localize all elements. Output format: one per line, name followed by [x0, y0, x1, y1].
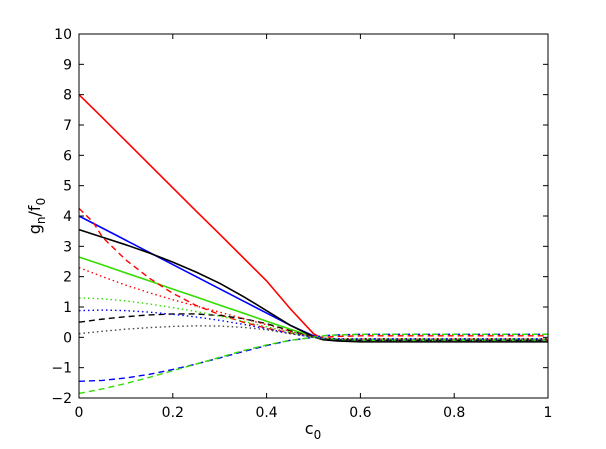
y-tick-label: 4 — [63, 209, 72, 225]
y-tick-label: 7 — [63, 118, 72, 134]
y-tick-label: 5 — [63, 179, 72, 195]
y-axis-label-g-subscript: n — [34, 216, 48, 224]
y-tick-label: 9 — [63, 57, 72, 73]
x-tick-label: 0.2 — [162, 405, 184, 421]
series-line-3-solid — [78, 256, 548, 342]
x-axis-label: c0 — [305, 419, 321, 442]
y-tick-label: 0 — [63, 330, 72, 346]
y-tick-label: 3 — [63, 239, 72, 255]
y-axis-label-slash-f: /f — [25, 205, 44, 216]
y-tick-label: 10 — [54, 27, 72, 43]
plot-area-background — [79, 34, 548, 398]
y-axis-label: gn/f0 — [25, 198, 48, 234]
y-tick-label: 2 — [63, 270, 72, 286]
x-tick-label: 0.4 — [255, 405, 277, 421]
series-line-4-solid — [78, 228, 548, 343]
x-tick-label: 1 — [544, 405, 553, 421]
y-axis-label-f-subscript: 0 — [34, 198, 48, 206]
y-tick-label: 6 — [63, 148, 72, 164]
series-line-7-dashed — [78, 333, 548, 395]
y-tick-label: 8 — [63, 88, 72, 104]
series-line-8-dashed — [78, 313, 548, 342]
axes-box — [78, 33, 549, 399]
x-tick-label: 0.6 — [349, 405, 371, 421]
y-tick-label: −2 — [51, 391, 72, 407]
y-tick-label: 1 — [63, 300, 72, 316]
series-line-5-dashed — [78, 207, 548, 339]
series-line-11-dotted — [78, 309, 548, 340]
x-tick-label: 0 — [75, 405, 84, 421]
tick-layer: 0 0.2 0.4 0.6 0.8 1 −2 −1 0 1 2 3 4 5 6 7 8 9 10 — [51, 27, 552, 421]
series-layer — [78, 94, 548, 395]
y-axis-label-g: g — [25, 224, 44, 234]
y-tick-label: −1 — [51, 361, 72, 377]
x-axis-label-subscript: 0 — [314, 428, 322, 442]
x-tick-label: 0.8 — [443, 405, 465, 421]
x-axis-label-base: c — [305, 419, 314, 438]
